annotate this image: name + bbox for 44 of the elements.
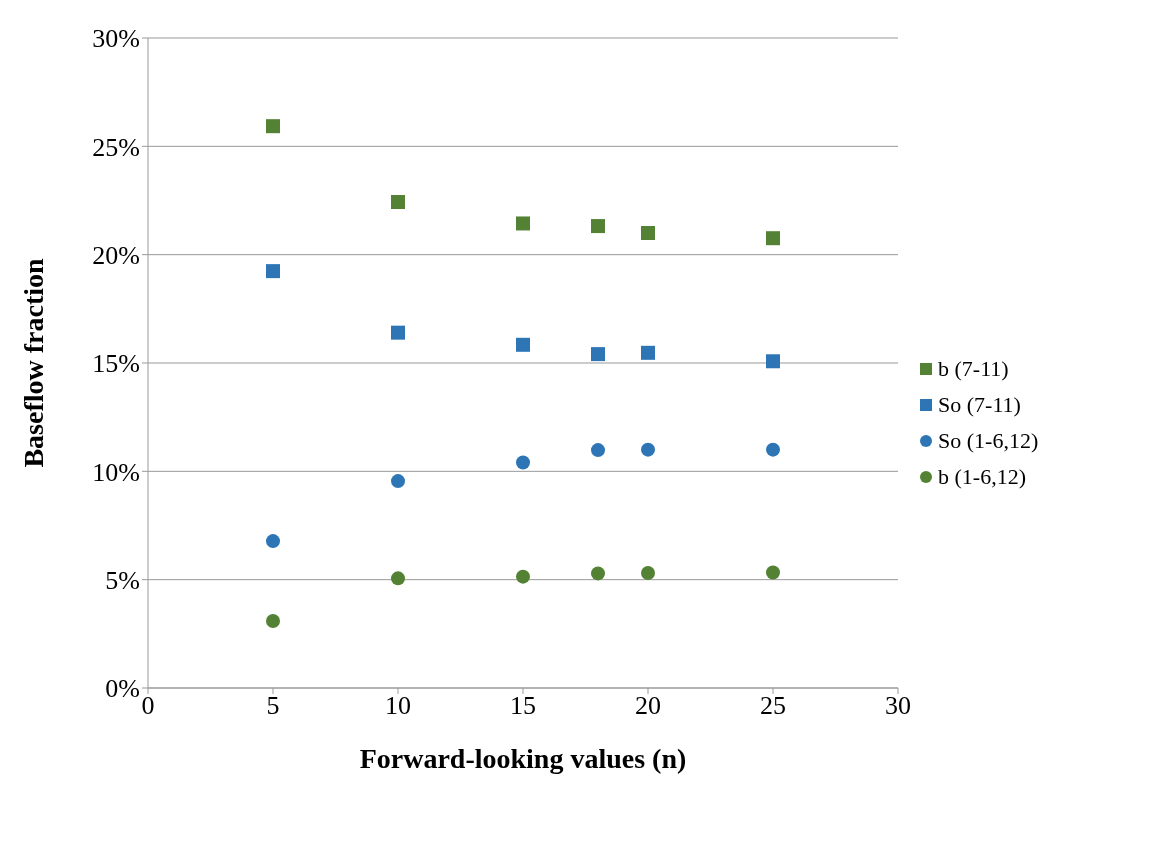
point	[516, 216, 530, 231]
x-tick-label: 5	[266, 691, 280, 721]
point	[266, 264, 280, 279]
x-tick-label: 30	[885, 691, 911, 721]
x-tick-label: 10	[385, 691, 411, 721]
x-tick-label: 25	[760, 691, 786, 721]
y-tick-label: 15%	[92, 349, 140, 379]
legend-label: So (7-11)	[938, 392, 1021, 418]
y-tick-label: 5%	[105, 565, 140, 595]
x-tick-label: 15	[510, 691, 536, 721]
point	[766, 565, 780, 580]
point	[591, 347, 605, 362]
y-tick-label: 0%	[105, 674, 140, 704]
x-axis-title: Forward-looking values (n)	[359, 743, 687, 774]
point	[516, 569, 530, 584]
point	[391, 571, 405, 586]
point	[641, 442, 655, 457]
point	[766, 231, 780, 246]
x-tick-label: 0	[141, 691, 155, 721]
point	[591, 566, 605, 581]
point	[266, 119, 280, 134]
x-tick-label: 20	[635, 691, 661, 721]
point	[516, 455, 530, 470]
point	[641, 226, 655, 240]
y-tick-label: 10%	[92, 457, 140, 487]
legend-label: So (1-6,12)	[938, 428, 1039, 454]
point	[391, 325, 405, 340]
point	[591, 219, 605, 234]
point	[766, 442, 780, 457]
y-tick-label: 20%	[92, 240, 140, 270]
point	[641, 345, 655, 360]
legend-label: b (7-11)	[938, 356, 1009, 382]
point	[641, 565, 655, 580]
point	[766, 354, 780, 369]
point	[391, 474, 405, 489]
point	[516, 337, 530, 352]
y-axis-title: Baseflow fraction	[18, 257, 49, 468]
y-tick-label: 30%	[92, 24, 140, 54]
legend-label: b (1-6,12)	[938, 464, 1026, 490]
point	[266, 534, 280, 549]
y-tick-label: 25%	[92, 132, 140, 162]
point	[391, 195, 405, 210]
point	[591, 443, 605, 458]
point	[266, 614, 280, 629]
